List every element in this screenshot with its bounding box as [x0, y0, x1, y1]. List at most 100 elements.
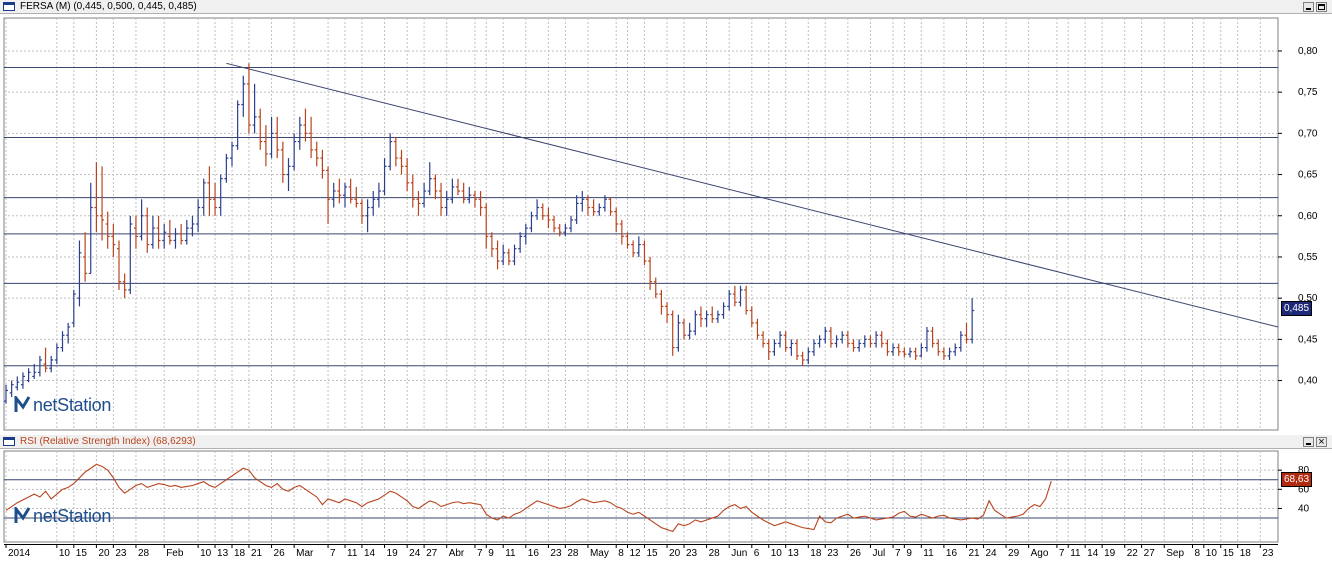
rsi-panel-title: RSI (Relative Strength Index) (68,6293)	[20, 436, 196, 447]
netstation-logo: netStation	[14, 395, 111, 416]
ohlc-bar	[608, 197, 613, 216]
ohlc-bar	[252, 83, 257, 134]
rsi-tick-label: 60	[1298, 484, 1310, 495]
ohlc-bar	[749, 306, 754, 327]
ohlc-bar	[970, 298, 975, 344]
rsi-chart[interactable]: 80 60 40	[0, 449, 1332, 544]
date-tick-label: Abr	[449, 548, 465, 559]
ohlc-bar	[26, 368, 31, 383]
ohlc-bar	[320, 149, 325, 179]
date-tick-label: 8	[1195, 548, 1201, 559]
date-tick-label: 13	[788, 548, 800, 559]
ohlc-bar	[597, 203, 602, 216]
date-tick-label: 14	[1087, 548, 1099, 559]
ohlc-bar	[156, 215, 161, 249]
date-tick-label: 16	[946, 548, 958, 559]
ohlc-bar	[535, 199, 540, 220]
ohlc-bar	[343, 182, 347, 208]
date-tick-label: 7	[895, 548, 901, 559]
date-tick-label: 23	[115, 548, 127, 559]
ohlc-bar	[128, 215, 133, 295]
ohlc-bar	[388, 133, 393, 171]
ohlc-bar	[772, 339, 777, 356]
ohlc-bar	[682, 318, 686, 340]
y-tick-label: 0,55	[1298, 252, 1318, 263]
ohlc-bar	[710, 306, 715, 323]
ohlc-bar	[845, 331, 850, 348]
ohlc-bar	[795, 339, 799, 360]
date-tick-label: Jun	[731, 548, 747, 559]
ohlc-bar	[145, 207, 150, 253]
netstation-logo-icon	[14, 396, 31, 412]
ohlc-bar	[648, 256, 653, 290]
y-tick-label: 0,45	[1298, 334, 1318, 345]
ohlc-bar	[518, 232, 523, 253]
ohlc-bar	[478, 191, 483, 216]
ohlc-bar	[857, 339, 862, 352]
date-tick-label: 10	[1206, 548, 1218, 559]
ohlc-bar	[422, 182, 427, 208]
date-tick-label: 23	[827, 548, 839, 559]
ohlc-bar	[309, 116, 314, 159]
minimize-button[interactable]	[1303, 2, 1314, 12]
ohlc-bar	[862, 335, 867, 348]
ohlc-bar	[230, 141, 234, 167]
rsi-close-button[interactable]	[1316, 435, 1327, 449]
date-tick-label: 11	[505, 548, 516, 559]
ohlc-bar	[399, 149, 404, 175]
netstation-logo-icon	[14, 507, 31, 523]
date-tick-label: Feb	[166, 548, 184, 559]
ohlc-bar	[201, 178, 206, 216]
ohlc-bar	[393, 137, 398, 167]
ohlc-bar	[625, 232, 630, 249]
ohlc-bar	[331, 182, 336, 208]
maximize-button[interactable]	[1316, 2, 1327, 12]
date-tick-label: 27	[426, 548, 438, 559]
date-tick-label: 29	[1008, 548, 1020, 559]
rsi-minimize-button[interactable]	[1303, 437, 1314, 447]
ohlc-bar	[964, 322, 969, 344]
ohlc-bar	[727, 289, 732, 311]
ohlc-bar	[828, 327, 833, 348]
ohlc-bar	[133, 215, 138, 249]
ohlc-bar	[529, 211, 534, 233]
ohlc-bar	[66, 322, 71, 344]
ohlc-bar	[359, 199, 364, 224]
ohlc-bar	[715, 310, 720, 323]
ohlc-bar	[292, 133, 297, 171]
y-tick-label: 0,40	[1298, 376, 1318, 387]
ohlc-bar	[303, 108, 308, 142]
date-tick-label: 6	[754, 548, 760, 559]
y-tick-label: 0,70	[1298, 128, 1318, 139]
ohlc-bar	[744, 285, 749, 315]
ohlc-bar	[184, 219, 189, 245]
ohlc-bar	[405, 158, 410, 192]
ohlc-bar	[936, 339, 941, 356]
ohlc-bar	[953, 343, 958, 356]
date-tick-label: 18	[1240, 548, 1252, 559]
ohlc-bar	[687, 322, 692, 340]
ohlc-bar	[811, 339, 816, 356]
ohlc-bar	[908, 347, 912, 358]
ohlc-bar	[4, 384, 8, 404]
date-tick-label: 24	[985, 548, 997, 559]
ohlc-bar	[851, 339, 856, 352]
date-tick-label: 12	[630, 548, 642, 559]
ohlc-bar	[326, 166, 331, 224]
ohlc-bar	[958, 331, 963, 352]
ohlc-bar	[552, 215, 557, 233]
ohlc-bar	[117, 240, 121, 290]
ohlc-bar	[823, 327, 828, 344]
date-tick-label: 7	[330, 548, 336, 559]
date-tick-label: 22	[1127, 548, 1139, 559]
ohlc-bar	[111, 224, 116, 257]
ohlc-bar	[263, 125, 268, 167]
ohlc-bar	[9, 380, 14, 398]
price-chart[interactable]: 0,80 0,75 0,70 0,65 0,60 0,55 0,50 0,45 0,40	[0, 14, 1332, 434]
ohlc-bar	[286, 158, 291, 192]
ohlc-bar	[834, 335, 839, 348]
ohlc-bar	[484, 203, 489, 249]
ohlc-bar	[489, 232, 494, 257]
y-tick-label: 0,80	[1298, 46, 1318, 57]
ohlc-bar	[789, 339, 794, 356]
